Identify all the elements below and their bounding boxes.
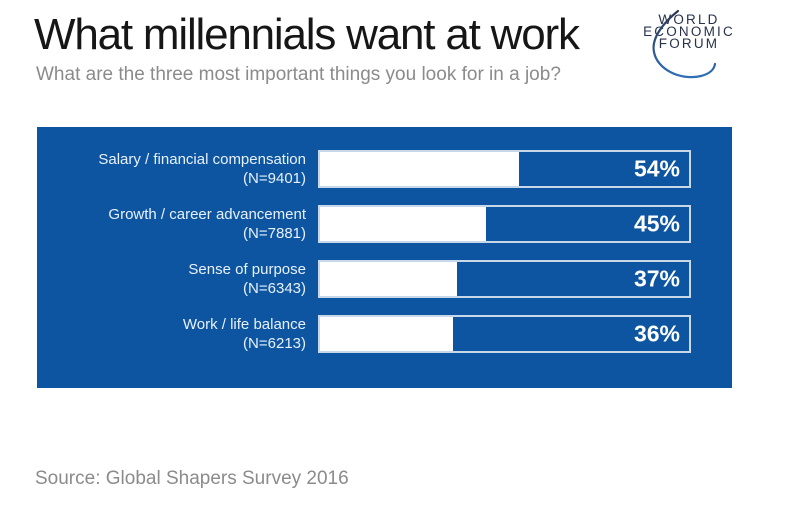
- bar-track: 36%: [318, 315, 691, 353]
- bar-sample-size-label: (N=6213): [243, 335, 306, 352]
- source-attribution: Source: Global Shapers Survey 2016: [35, 468, 349, 489]
- bar-fill: [320, 207, 487, 241]
- bar-value-label: 37%: [633, 265, 680, 292]
- wef-logo: WORLD ECONOMIC FORUM: [628, 9, 750, 89]
- bar-track: 45%: [318, 205, 691, 243]
- bar-row-purpose: Sense of purpose (N=6343) 37%: [37, 260, 732, 298]
- bar-value-label: 45%: [633, 210, 680, 237]
- bar-row-balance: Work / life balance (N=6213) 36%: [37, 315, 732, 353]
- bar-track: 54%: [318, 150, 691, 188]
- page-subtitle: What are the three most important things…: [36, 64, 561, 85]
- bar-label: Work / life balance (N=6213): [37, 315, 306, 353]
- chart-panel: Salary / financial compensation (N=9401)…: [37, 127, 732, 388]
- bar-fill: [320, 152, 520, 186]
- bar-sample-size-label: (N=9401): [243, 170, 306, 187]
- bar-category-label: Salary / financial compensation: [98, 151, 306, 168]
- bar-label: Salary / financial compensation (N=9401): [37, 150, 306, 188]
- page-title: What millennials want at work: [34, 10, 580, 59]
- bar-value-label: 36%: [633, 320, 680, 347]
- bar-track: 37%: [318, 260, 691, 298]
- bar-fill: [320, 317, 453, 351]
- bar-value-label: 54%: [633, 155, 680, 182]
- bar-category-label: Sense of purpose: [188, 261, 306, 278]
- bar-sample-size-label: (N=6343): [243, 280, 306, 297]
- bar-row-salary: Salary / financial compensation (N=9401)…: [37, 150, 732, 188]
- bar-label: Growth / career advancement (N=7881): [37, 205, 306, 243]
- wef-logo-line-forum: FORUM: [658, 36, 720, 51]
- bar-category-label: Work / life balance: [182, 316, 306, 333]
- bar-fill: [320, 262, 457, 296]
- bar-category-label: Growth / career advancement: [108, 206, 306, 223]
- bar-label: Sense of purpose (N=6343): [37, 260, 306, 298]
- bar-sample-size-label: (N=7881): [243, 225, 306, 242]
- bar-row-growth: Growth / career advancement (N=7881) 45%: [37, 205, 732, 243]
